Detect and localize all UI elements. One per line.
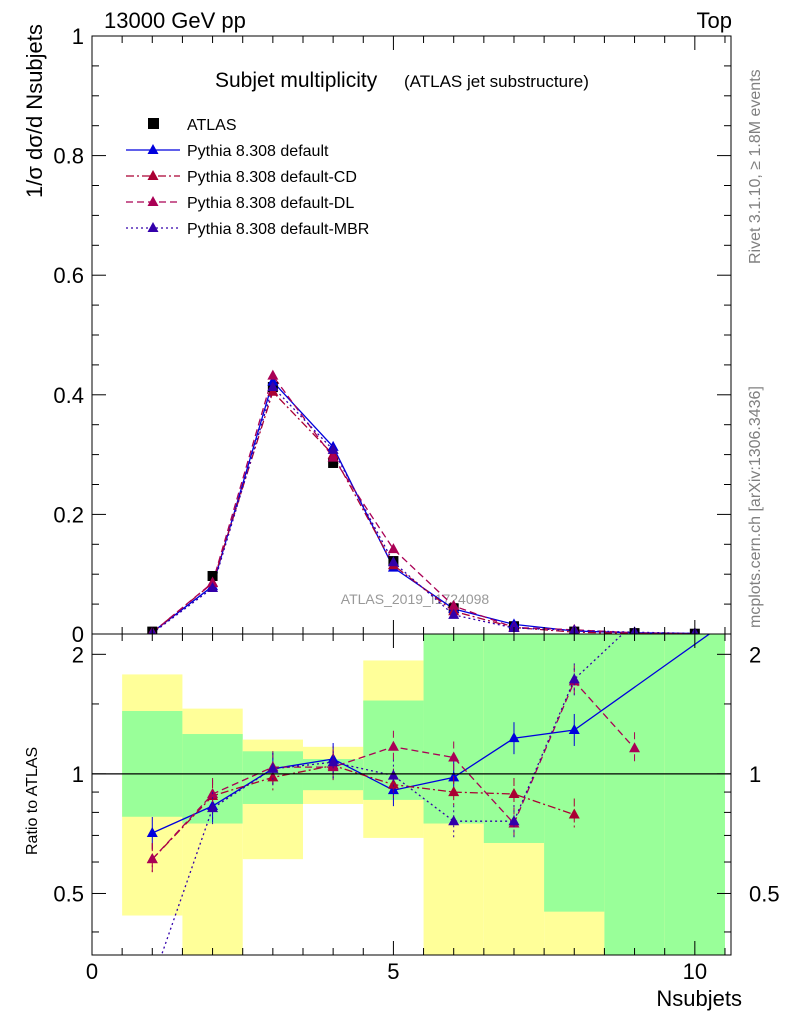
y-axis-label: 1/σ dσ/d Nsubjets <box>22 24 47 198</box>
data-point <box>328 457 339 468</box>
x-tick-label: 5 <box>387 959 399 984</box>
ratio-frame <box>91 633 732 956</box>
energy-label: 13000 GeV pp <box>104 8 246 33</box>
ratio-point <box>508 732 520 743</box>
ratio-point <box>568 673 580 684</box>
ratio-point <box>387 740 399 751</box>
legend-marker <box>147 170 159 180</box>
ratio-point <box>568 808 580 819</box>
mc-point <box>448 599 460 610</box>
ratio-point <box>327 756 339 767</box>
mc-point <box>448 608 460 619</box>
mc-point <box>327 451 339 462</box>
y-tick-label: 0.6 <box>53 263 84 288</box>
ratio-point <box>448 751 460 762</box>
y-tick-label: 0 <box>72 622 84 647</box>
inner-band <box>122 710 183 817</box>
legend-entry: Pythia 8.308 default-CD <box>187 169 357 186</box>
mc-point <box>327 443 339 454</box>
ratio-point <box>267 762 279 773</box>
x-tick-label: 0 <box>86 959 98 984</box>
legend-entry: Pythia 8.308 default <box>187 143 329 160</box>
process-label: Top <box>697 8 732 33</box>
ratio-point <box>207 802 219 813</box>
ratio-point <box>448 786 460 797</box>
y-tick-label: 0.2 <box>53 502 84 527</box>
main-panel: Subjet multiplicity (ATLAS jet substructu… <box>22 24 732 647</box>
ratio-point <box>448 815 460 826</box>
ratio-point <box>146 853 158 864</box>
mcplots-label: mcplots.cern.ch [arXiv:1306.3436] <box>747 386 764 628</box>
mc-point <box>207 576 219 587</box>
mc-point <box>387 543 399 554</box>
ratio-y-axis-label: Ratio to ATLAS <box>24 747 41 855</box>
ratio-point <box>508 815 520 826</box>
rivet-label: Rivet 3.1.10, ≥ 1.8M events <box>747 69 764 264</box>
mc-point <box>207 581 219 592</box>
ratio-line-3 <box>160 634 624 955</box>
inner-band <box>664 634 725 955</box>
x-tick-label: 10 <box>683 959 707 984</box>
ratio-point <box>387 778 399 789</box>
chart-title: Subjet multiplicity <box>215 69 378 92</box>
data-point <box>207 570 218 581</box>
ratio-y-tick-label: 1 <box>72 762 84 787</box>
legend-marker <box>147 144 159 154</box>
x-axis-label: Nsubjets <box>656 986 742 1011</box>
legend-marker <box>147 196 159 206</box>
y-tick-label: 0.8 <box>53 144 84 169</box>
ratio-point <box>629 742 641 753</box>
chart-subtitle: (ATLAS jet substructure) <box>404 72 589 91</box>
ratio-line-1 <box>151 764 575 860</box>
legend-marker <box>147 222 159 232</box>
y-tick-label: 1 <box>72 24 84 49</box>
ratio-y-tick-label: 2 <box>72 642 84 667</box>
legend-entry: Pythia 8.308 default-DL <box>187 195 354 212</box>
legend: ATLAS Pythia 8.308 default Pythia 8.308 de… <box>126 117 369 238</box>
legend-entry: Pythia 8.308 default-MBR <box>187 221 369 238</box>
series-line-4 <box>151 385 695 634</box>
ratio-point <box>387 769 399 780</box>
ratio-y-tick-label-right: 2 <box>749 642 761 667</box>
ratio-point <box>146 826 158 837</box>
ratio-point <box>508 787 520 798</box>
ratio-y-tick-label-right: 1 <box>749 762 761 787</box>
legend-entry: ATLAS <box>187 117 237 134</box>
mc-point <box>267 381 279 392</box>
ratio-y-tick-label: 0.5 <box>53 881 84 906</box>
inner-band <box>604 634 665 955</box>
ratio-y-tick-label-right: 0.5 <box>749 881 780 906</box>
mc-point <box>387 556 399 567</box>
watermark: ATLAS_2019_I1724098 <box>341 591 490 607</box>
mc-point <box>267 369 279 380</box>
ratio-point <box>568 723 580 734</box>
mc-point <box>267 375 279 386</box>
y-tick-label: 0.4 <box>53 383 84 408</box>
legend-marker <box>148 118 159 129</box>
